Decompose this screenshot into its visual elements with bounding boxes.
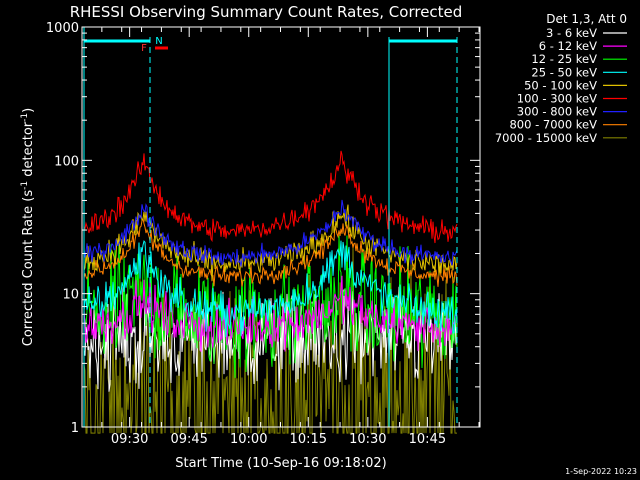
x-axis-label: Start Time (10-Sep-16 09:18:02) xyxy=(175,456,386,471)
y-tick-label: 1000 xyxy=(46,21,79,36)
series-line-2 xyxy=(83,235,458,378)
y-axis-label: Corrected Count Rate (s-1 detector-1) xyxy=(20,108,36,346)
legend-label: 6 - 12 keV xyxy=(539,39,597,53)
series-layer xyxy=(83,150,458,434)
x-tick-label: 10:15 xyxy=(290,432,327,447)
y-tick-label: 10 xyxy=(62,288,79,303)
night-flag-label: N xyxy=(155,36,162,47)
series-line-5 xyxy=(83,150,458,244)
series-line-7 xyxy=(83,216,458,287)
x-tick-label: 09:45 xyxy=(170,432,207,447)
legend-label: 3 - 6 keV xyxy=(546,26,597,40)
legend-label: 25 - 50 keV xyxy=(531,65,597,79)
legend-label: 7000 - 15000 keV xyxy=(495,131,597,145)
x-tick-label: 10:00 xyxy=(230,432,267,447)
observing-flags-layer xyxy=(83,27,458,427)
date-stamp: 1-Sep-2022 10:23 xyxy=(565,467,637,476)
flare-flag-label: F xyxy=(141,43,147,54)
legend-title: Det 1,3, Att 0 xyxy=(546,12,627,26)
series-line-6 xyxy=(83,199,458,267)
y-tick-label: 1 xyxy=(71,421,79,436)
y-axis-label-end: ) xyxy=(21,108,36,113)
legend-label: 12 - 25 keV xyxy=(531,52,597,66)
y-axis-label-main: Corrected Count Rate (s xyxy=(21,190,36,347)
x-tick-label: 10:45 xyxy=(409,432,446,447)
y-tick-label: 100 xyxy=(54,154,79,169)
legend-label: 50 - 100 keV xyxy=(524,78,597,92)
x-tick-label: 10:30 xyxy=(349,432,386,447)
y-axis-label-sup2: -1 xyxy=(20,113,30,122)
legend-label: 100 - 300 keV xyxy=(517,92,597,106)
chart-title: RHESSI Observing Summary Count Rates, Co… xyxy=(70,3,463,21)
legend-label: 800 - 7000 keV xyxy=(509,118,597,132)
x-axis: 09:30 09:45 10:00 10:15 10:30 10:45 xyxy=(101,27,480,447)
y-axis-label-sup1: -1 xyxy=(20,181,30,190)
y-axis-label-mid: detector xyxy=(21,121,36,181)
series-line-3 xyxy=(83,240,458,338)
x-tick-label: 09:30 xyxy=(111,432,148,447)
legend-label: 300 - 800 keV xyxy=(517,105,597,119)
y-axis: 1 10 100 1000 xyxy=(46,21,480,436)
series-line-1 xyxy=(83,275,458,352)
